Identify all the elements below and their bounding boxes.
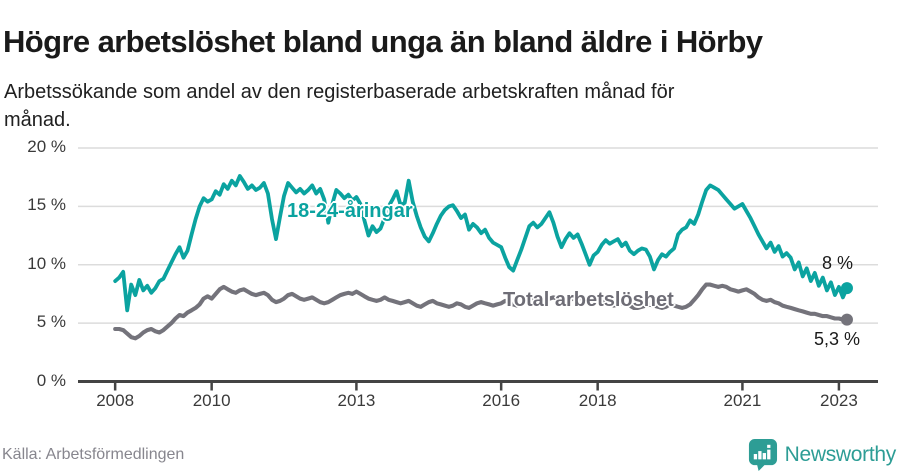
series-end-dot-young (840, 282, 853, 295)
x-tick-label: 2013 (337, 391, 376, 410)
y-tick-label: 10 % (27, 253, 66, 273)
chart-subtitle: Arbetssökande som andel av den registerb… (4, 81, 675, 131)
x-tick-label: 2008 (96, 391, 135, 410)
y-tick-label: 20 % (27, 137, 66, 156)
x-tick-label: 2018 (578, 391, 617, 410)
source-note: Källa: Arbetsförmedlingen (2, 446, 185, 463)
series-line-total (113, 282, 850, 341)
series-line-young (113, 174, 849, 313)
y-tick-label: 15 % (27, 195, 66, 215)
x-tick-label: 2023 (819, 391, 858, 410)
y-tick-label: 0 % (36, 370, 66, 390)
end-value-young: 8 % (822, 253, 854, 273)
brand-lockup: Newsworthy (747, 438, 896, 471)
x-tick-label: 2016 (482, 391, 521, 410)
end-value-total: 5,3 % (814, 329, 861, 349)
x-tick-label: 2021 (723, 391, 762, 410)
series-label-total: Total arbetslöshet (503, 289, 674, 311)
series-label-young: 18-24-åringar (287, 200, 413, 222)
newsworthy-logo-icon (748, 439, 777, 471)
x-tick-label: 2010 (192, 391, 231, 410)
brand-name: Newsworthy (784, 442, 897, 466)
page-title: Högre arbetslöshet bland unga än bland ä… (3, 23, 763, 59)
series-end-dot-total (840, 313, 853, 326)
y-tick-label: 5 % (36, 312, 66, 332)
